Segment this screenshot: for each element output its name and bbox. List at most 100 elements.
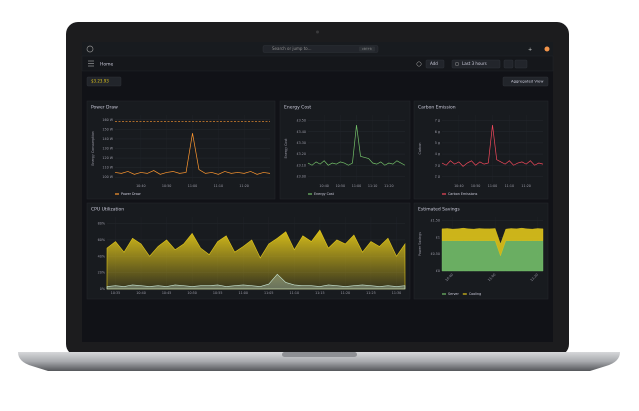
series-area — [106, 273, 406, 290]
y-tick-label: 7 g — [435, 119, 440, 123]
x-tick-label: 10:40 — [444, 273, 454, 283]
x-tick-label: 11:10 — [290, 291, 300, 295]
legend-swatch — [442, 293, 446, 295]
view-label: Aggregated View — [511, 79, 543, 84]
panel-title: Estimated Savings — [418, 207, 460, 213]
clock-icon — [455, 62, 460, 67]
legend-swatch — [462, 293, 467, 295]
series-area — [441, 227, 544, 257]
x-tick-label: 11:20 — [239, 184, 249, 188]
legend-label: Energy Cost — [314, 192, 335, 196]
y-tick-label: £1.50 — [431, 218, 440, 222]
x-tick-label: 10:40 — [136, 291, 146, 295]
settings-icon[interactable] — [416, 61, 422, 67]
zoom-button[interactable] — [503, 59, 514, 69]
y-tick-label: 2 g — [435, 174, 440, 178]
legend-label: Carbon Emissions — [448, 192, 478, 196]
laptop-base — [18, 352, 620, 371]
y-tick-label: £1 — [436, 235, 440, 239]
y-tick-label: 160 W — [102, 118, 113, 122]
x-tick-label: 11:25 — [366, 291, 376, 295]
y-tick-label: 3 g — [435, 163, 440, 167]
y-tick-label: 5 g — [435, 141, 440, 145]
y-tick-label: 140 W — [102, 137, 113, 141]
axis-label: Power Savings — [418, 232, 422, 256]
y-tick-label: 20% — [98, 271, 105, 275]
x-tick-label: 10:45 — [162, 291, 172, 295]
search-box[interactable] — [262, 45, 379, 53]
y-tick-label: £3.50 — [297, 119, 306, 123]
y-tick-label: 100 W — [102, 175, 113, 179]
y-tick-label: £0.50 — [431, 252, 440, 256]
menu-icon[interactable] — [88, 60, 94, 67]
y-tick-label: £3.40 — [297, 130, 306, 134]
view-button[interactable] — [502, 76, 549, 87]
y-tick-label: 120 W — [102, 156, 113, 160]
x-tick-label: 10:50 — [162, 184, 172, 188]
y-tick-label: 80% — [98, 222, 105, 226]
axis-label: Energy Cost — [284, 138, 288, 159]
panel-title: Carbon Emission — [418, 105, 456, 111]
y-tick-label: 60% — [98, 238, 105, 242]
camera — [316, 30, 319, 34]
y-tick-label: 110 W — [102, 166, 113, 170]
x-tick-label: 11:10 — [505, 184, 515, 188]
x-tick-label: 10:35 — [111, 291, 121, 295]
x-tick-label: 11:00 — [488, 184, 498, 188]
plus-icon[interactable]: + — [528, 47, 532, 53]
shortcut-badge — [359, 46, 375, 52]
add-button[interactable] — [425, 59, 445, 69]
x-tick-label: 10:50 — [336, 184, 346, 188]
legend-label: Server — [448, 292, 459, 296]
y-tick-label: 150 W — [102, 127, 113, 131]
x-tick-label: 11:00 — [188, 184, 198, 188]
x-tick-label: 10:55 — [213, 291, 223, 295]
x-tick-label: 10:40 — [319, 184, 329, 188]
refresh-button[interactable] — [514, 59, 528, 69]
x-tick-label: 11:20 — [384, 184, 394, 188]
add-label: Add — [430, 61, 438, 66]
shortcut: ctrl+k — [362, 47, 372, 51]
y-tick-label: £3.20 — [297, 152, 306, 156]
series-line — [441, 125, 544, 167]
axis-label: Carbon — [418, 143, 422, 155]
series-line — [307, 125, 406, 166]
y-tick-label: 0% — [100, 287, 105, 291]
x-tick-label: 11:20 — [341, 291, 351, 295]
y-tick-label: £0 — [436, 269, 440, 273]
breadcrumb[interactable]: Home — [100, 61, 114, 67]
x-tick-label: 11:05 — [264, 291, 274, 295]
x-tick-label: 10:40 — [454, 184, 464, 188]
x-tick-label: 11:00 — [238, 291, 248, 295]
variable-filter[interactable] — [86, 76, 122, 87]
legend-swatch — [115, 193, 119, 195]
legend-swatch — [442, 193, 446, 195]
x-tick-label: 11:10 — [214, 184, 224, 188]
series-line — [114, 133, 271, 175]
axis-label: Energy Consumption — [91, 131, 95, 165]
avatar[interactable] — [544, 46, 550, 52]
legend-swatch — [308, 193, 312, 195]
x-tick-label: 11:00 — [487, 273, 497, 283]
panel-title: Power Draw — [91, 105, 118, 111]
x-tick-label: 11:00 — [352, 184, 362, 188]
y-tick-label: 4 g — [435, 152, 440, 156]
panel — [279, 100, 411, 200]
y-tick-label: £3.30 — [297, 141, 306, 145]
x-tick-label: 10:50 — [187, 291, 197, 295]
panel — [413, 100, 549, 200]
y-tick-label: 6 g — [435, 130, 440, 134]
panel — [86, 100, 276, 200]
legend-label: Power Draw — [121, 192, 141, 196]
trackpad-notch — [282, 352, 357, 357]
time-picker[interactable] — [451, 59, 501, 69]
variable-value: $3.23.93 — [91, 79, 109, 84]
logo — [86, 45, 94, 53]
panel-title: Energy Cost — [284, 105, 311, 111]
x-tick-label: 11:20 — [521, 184, 531, 188]
x-tick-label: 11:10 — [368, 184, 378, 188]
series-area — [106, 229, 406, 290]
time-range: Last 3 hours — [462, 61, 487, 66]
series-area — [441, 240, 544, 272]
